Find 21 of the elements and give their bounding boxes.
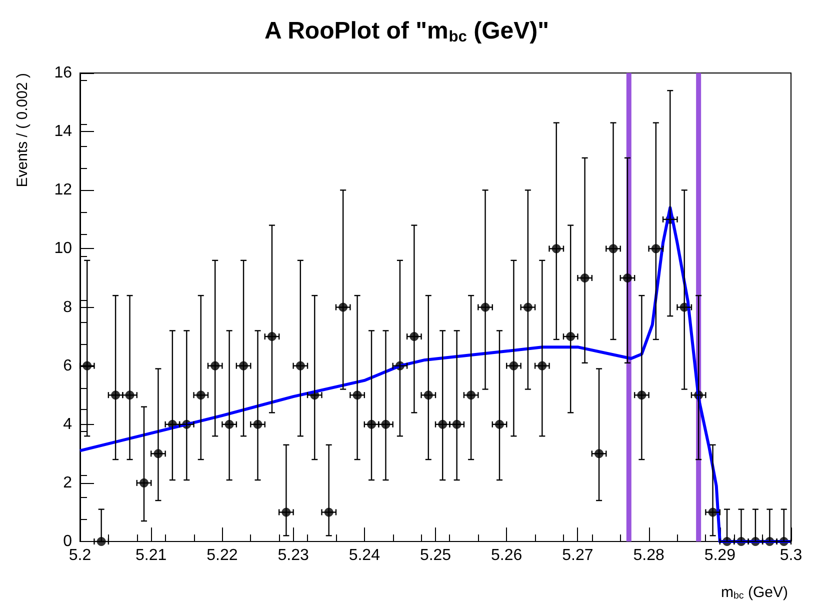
y-tick-label: 2 <box>63 474 72 492</box>
y-tick-label: 14 <box>54 123 72 140</box>
y-tick-label: 8 <box>63 298 72 316</box>
x-tick-label: 5.23 <box>278 547 309 564</box>
y-tick-label: 12 <box>54 182 72 199</box>
x-tick-label: 5.21 <box>136 547 167 564</box>
x-tick-label: 5.28 <box>633 547 664 564</box>
x-tick-label: 5.2 <box>68 547 92 564</box>
y-tick-label: 10 <box>54 240 72 258</box>
y-tick-label: 6 <box>63 357 72 374</box>
y-tick-label: 4 <box>63 416 72 433</box>
y-tick-label: 0 <box>63 533 72 550</box>
y-axis-title: Events / ( 0.002 ) <box>14 73 31 188</box>
x-tick-label: 5.25 <box>420 547 452 564</box>
x-tick-label: 5.26 <box>491 547 522 564</box>
x-tick-label: 5.3 <box>780 547 802 564</box>
x-tick-label: 5.27 <box>562 547 594 564</box>
x-tick-label: 5.24 <box>348 547 380 564</box>
x-tick-label: 5.22 <box>206 547 238 564</box>
y-tick-label: 16 <box>54 64 72 82</box>
x-tick-label: 5.29 <box>704 547 736 564</box>
